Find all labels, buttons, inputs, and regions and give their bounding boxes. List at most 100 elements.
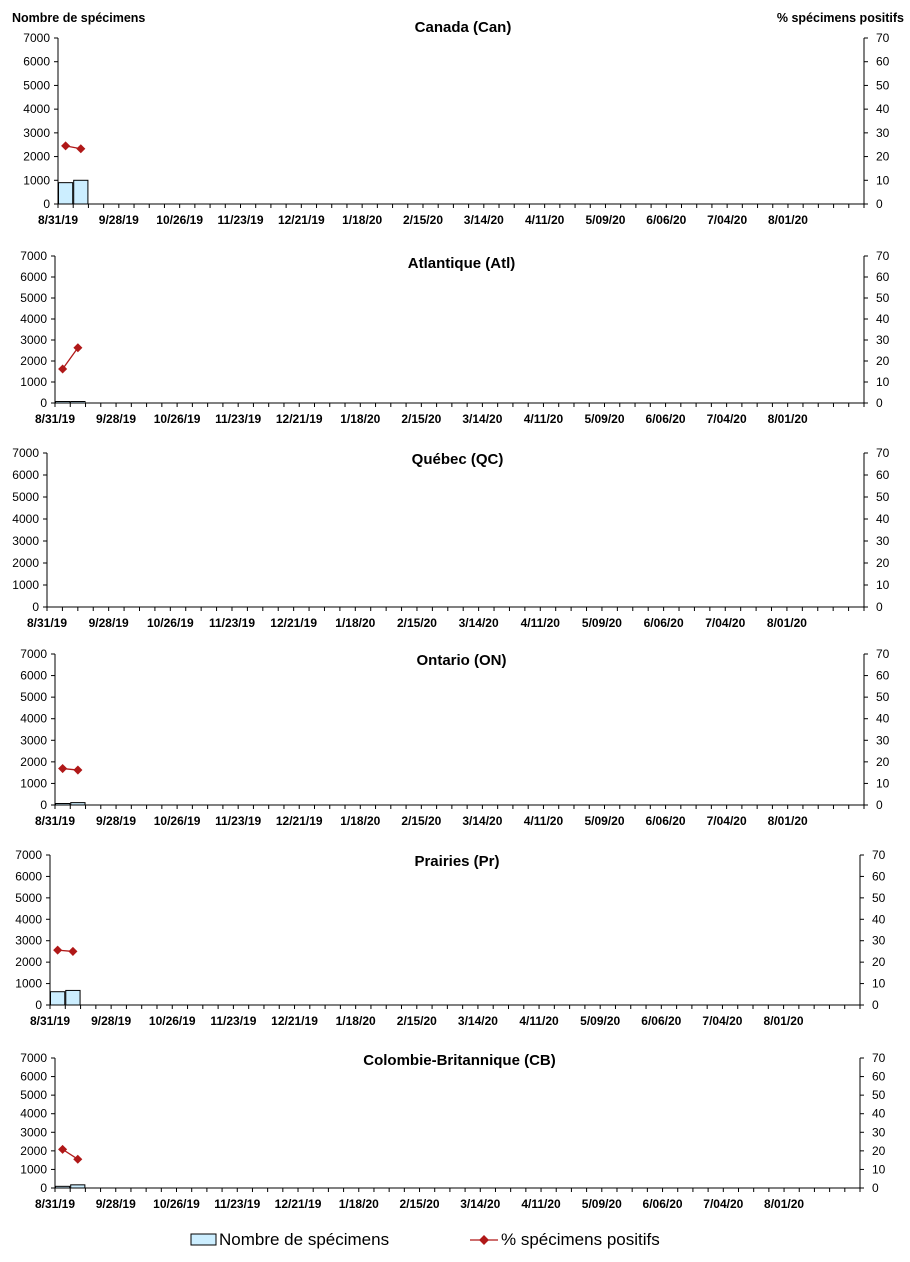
y-tick-label: 6000 [23,55,50,69]
y-tick-label: 6000 [15,869,42,883]
x-tick-label: 9/28/19 [99,213,139,227]
x-tick-label: 7/04/20 [707,412,747,426]
positivity-point [73,1154,83,1164]
chart-title: Atlantique (Atl) [408,255,515,272]
y-tick-label: 4000 [20,712,47,726]
x-tick-label: 2/15/20 [400,1197,440,1211]
y2-tick-label: 60 [876,270,890,284]
y2-tick-label: 40 [872,1107,886,1121]
y-tick-label: 5000 [15,891,42,905]
x-tick-label: 11/23/19 [217,213,263,227]
y-tick-label: 7000 [20,1051,47,1065]
x-tick-label: 11/23/19 [214,1197,260,1211]
positivity-point [76,144,86,154]
y2-tick-label: 30 [876,733,890,747]
y-tick-label: 2000 [20,1144,47,1158]
y2-tick-label: 10 [876,173,890,187]
positivity-point [58,364,68,374]
x-tick-label: 10/26/19 [149,1014,196,1028]
chart-title: Canada (Can) [415,19,512,36]
x-tick-label: 4/11/20 [524,412,564,426]
x-tick-label: 7/04/20 [707,814,747,828]
y2-tick-label: 60 [876,468,890,482]
y2-tick-label: 50 [872,891,886,905]
x-tick-label: 12/21/19 [276,412,323,426]
y2-tick-label: 30 [872,934,886,948]
y-tick-label: 3000 [20,733,47,747]
y-tick-label: 4000 [15,912,42,926]
bar [58,182,74,205]
y2-tick-label: 50 [876,690,890,704]
bar [65,989,81,1006]
x-tick-label: 10/26/19 [156,213,203,227]
y2-tick-label: 40 [876,512,890,526]
y-tick-label: 7000 [15,848,42,862]
y-tick-label: 0 [40,1181,47,1195]
y-tick-label: 6000 [20,669,47,683]
x-tick-label: 12/21/19 [276,814,323,828]
x-tick-label: 8/01/20 [768,213,808,227]
x-tick-label: 3/14/20 [460,1197,500,1211]
y-tick-label: 0 [40,396,47,410]
y2-tick-label: 10 [872,1162,886,1176]
legend-bar-swatch [190,1233,217,1246]
x-tick-label: 6/06/20 [646,814,686,828]
y2-tick-label: 60 [872,1070,886,1084]
x-tick-label: 5/09/20 [584,814,624,828]
y2-tick-label: 10 [876,776,890,790]
y2-tick-label: 50 [876,78,890,92]
legend-line-swatch [470,1235,498,1245]
x-tick-label: 7/04/20 [707,213,747,227]
x-tick-label: 1/18/20 [336,1014,376,1028]
bar [73,179,89,205]
y-tick-label: 0 [43,197,50,211]
x-tick-label: 3/14/20 [458,1014,498,1028]
x-tick-label: 4/11/20 [519,1014,559,1028]
y2-tick-label: 20 [876,556,890,570]
y-tick-label: 1000 [12,578,39,592]
x-tick-label: 10/26/19 [154,412,201,426]
y2-tick-label: 10 [872,977,886,991]
y2-tick-label: 20 [876,755,890,769]
x-tick-label: 12/21/19 [271,1014,318,1028]
x-tick-label: 5/09/20 [582,1197,622,1211]
x-tick-label: 4/11/20 [525,213,565,227]
x-tick-label: 4/11/20 [524,814,564,828]
x-tick-label: 4/11/20 [521,1197,561,1211]
y-tick-label: 5000 [20,1088,47,1102]
y2-tick-label: 70 [876,31,890,45]
x-tick-label: 5/09/20 [584,412,624,426]
x-tick-label: 7/04/20 [703,1197,743,1211]
y-tick-label: 7000 [20,249,47,263]
y2-tick-label: 70 [876,249,890,263]
x-tick-label: 1/18/20 [335,616,375,630]
y-tick-label: 0 [40,798,47,812]
y-tick-label: 5000 [20,690,47,704]
y2-tick-label: 30 [872,1125,886,1139]
bar [55,1185,71,1189]
y-tick-label: 2000 [23,150,50,164]
x-tick-label: 11/23/19 [215,814,261,828]
y-tick-label: 4000 [23,102,50,116]
chart-title: Québec (QC) [412,451,504,468]
x-tick-label: 7/04/20 [705,616,745,630]
y-tick-label: 2000 [15,955,42,969]
y-tick-label: 5000 [12,490,39,504]
y-tick-label: 3000 [20,333,47,347]
y-tick-label: 1000 [20,1162,47,1176]
positivity-point [61,141,71,151]
x-tick-label: 8/31/19 [30,1014,70,1028]
y-tick-label: 0 [35,998,42,1012]
y-tick-label: 1000 [20,375,47,389]
x-tick-label: 5/09/20 [582,616,622,630]
x-tick-label: 9/28/19 [96,412,136,426]
y-tick-label: 1000 [20,776,47,790]
bar [70,401,86,404]
y-tick-label: 2000 [20,354,47,368]
x-tick-label: 4/11/20 [521,616,561,630]
x-tick-label: 9/28/19 [91,1014,131,1028]
y2-tick-label: 70 [872,848,886,862]
y2-tick-label: 30 [876,534,890,548]
x-tick-label: 9/28/19 [96,814,136,828]
y2-tick-label: 0 [872,1181,879,1195]
